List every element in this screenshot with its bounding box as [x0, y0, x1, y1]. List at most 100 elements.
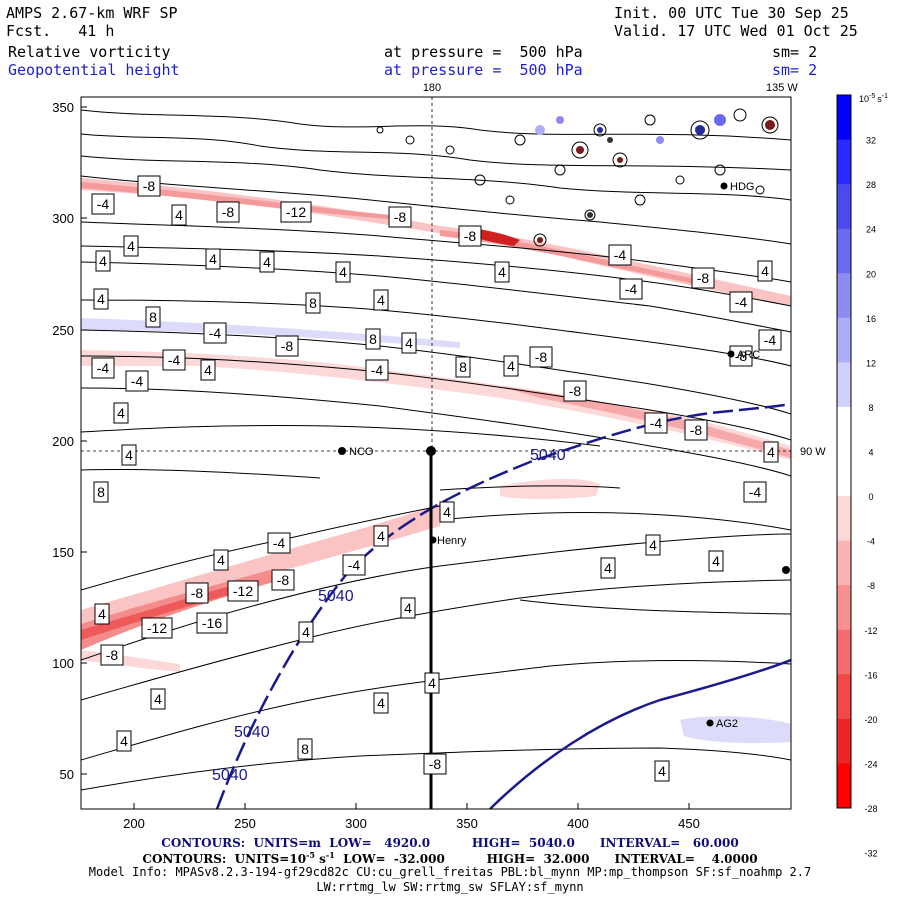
svg-text:HDG: HDG [730, 181, 754, 193]
colorbar-segment [837, 184, 851, 230]
svg-text:-8: -8 [735, 348, 748, 364]
svg-text:4: 4 [302, 624, 310, 640]
svg-text:4: 4 [339, 264, 347, 280]
x-tick-label: 350 [456, 816, 478, 831]
vorticity-label: -4 [619, 278, 643, 300]
vorticity-label: -4 [125, 370, 149, 392]
colorbar-tick-label: 12 [866, 358, 876, 368]
vorticity-label: -4 [608, 244, 632, 266]
svg-text:-12: -12 [147, 620, 167, 636]
svg-text:-8: -8 [191, 585, 204, 601]
svg-text:-8: -8 [535, 349, 548, 365]
svg-text:4: 4 [604, 560, 612, 576]
vorticity-label: 8 [455, 356, 471, 378]
vorticity-label: -16 [196, 612, 228, 634]
vorticity-labels: -8-44 -8 -12 -8-844 4 4 -4-84 4-444 8 4 -488 4-4-8-… [91, 175, 782, 782]
svg-text:NCO: NCO [349, 446, 374, 458]
forecast-hour: Fcst. 41 h [6, 22, 115, 40]
svg-text:4: 4 [377, 292, 385, 308]
model-title: AMPS 2.67-km WRF SP [6, 4, 178, 22]
vorticity-label: 4 [213, 549, 229, 571]
svg-text:4: 4 [98, 606, 106, 622]
svg-text:-8: -8 [394, 209, 407, 225]
svg-text:4: 4 [217, 552, 225, 568]
vorticity-label: 4 [757, 260, 773, 282]
svg-text:-8: -8 [429, 756, 442, 772]
vorticity-label: 4 [205, 248, 221, 270]
vorticity-label: -8 [458, 225, 482, 247]
colorbar-segment [837, 317, 851, 363]
colorbar-tick-label: -12 [864, 626, 877, 636]
colorbar-tick-label: -4 [867, 537, 875, 547]
vorticity-label: -4 [365, 359, 389, 381]
vorticity-label: -8 [216, 201, 240, 223]
field2-smooth: sm= 2 [772, 61, 818, 79]
field2-level: at pressure = 500 hPa [384, 61, 583, 79]
colorbar-segment [837, 451, 851, 497]
svg-text:-4: -4 [97, 196, 110, 212]
vorticity-label: 8 [145, 306, 161, 328]
vorticity-label: 8 [93, 481, 109, 503]
vorticity-label: -12 [280, 201, 312, 223]
vorticity-label: 4 [373, 289, 389, 311]
lon-label-180: 180 [423, 82, 441, 94]
vorticity-label: -4 [91, 357, 115, 379]
init-time: Init. 00 UTC Tue 30 Sep 25 [614, 4, 849, 22]
svg-text:-8: -8 [464, 228, 477, 244]
plot-frame [80, 96, 792, 810]
vorticity-label: -8 [563, 380, 587, 402]
colorbar-tick-label: -32 [864, 849, 877, 859]
svg-text:4: 4 [377, 528, 385, 544]
vorticity-label: -4 [162, 349, 186, 371]
colorbar-tick-label: -20 [864, 715, 877, 725]
cross-section-start [426, 446, 436, 456]
colorbar-segment [837, 496, 851, 542]
vorticity-label: -4 [203, 322, 227, 344]
x-tick-label: 300 [345, 816, 367, 831]
colorbar-tick-label: 28 [866, 180, 876, 190]
vorticity-label: 4 [113, 402, 129, 424]
svg-text:-12: -12 [233, 583, 253, 599]
x-tick-label: 200 [123, 816, 145, 831]
vorticity-label: -8 [271, 569, 295, 591]
stations: NCO Henry HDG ARC AG2 [338, 181, 790, 730]
svg-text:4: 4 [154, 691, 162, 707]
vorticity-label: -8 [388, 206, 412, 228]
svg-text:8: 8 [459, 359, 467, 375]
colorbar-segment [837, 763, 851, 809]
vorticity-label: -8 [529, 346, 553, 368]
colorbar-tick-label: 4 [868, 448, 873, 458]
vorticity-label: -4 [743, 481, 767, 503]
svg-text:-8: -8 [569, 383, 582, 399]
colorbar-tick-label: 16 [866, 314, 876, 324]
vorticity-label: 4 [171, 204, 187, 226]
colorbar-tick-label: 20 [866, 269, 876, 279]
plot-background [81, 97, 791, 809]
vorticity-label: 4 [298, 621, 314, 643]
vorticity-label: 4 [200, 359, 216, 381]
vorticity-label: 8 [305, 292, 321, 314]
colorbar-segment [837, 95, 851, 141]
vorticity-label: 4 [123, 235, 139, 257]
station-arc: ARC [727, 349, 760, 361]
vorticity-label: -4 [644, 412, 668, 434]
svg-text:-8: -8 [277, 572, 290, 588]
field1-level: at pressure = 500 hPa [384, 43, 583, 61]
y-tick-label: 50 [60, 767, 74, 782]
vorticity-label: -8 [100, 644, 124, 666]
svg-text:-4: -4 [131, 373, 144, 389]
valid-time: Valid. 17 UTC Wed 01 Oct 25 [614, 22, 858, 40]
svg-text:8: 8 [309, 295, 317, 311]
svg-text:-4: -4 [749, 484, 762, 500]
svg-text:4: 4 [209, 251, 217, 267]
station-hdg: HDG [720, 181, 754, 193]
svg-text:8: 8 [149, 309, 157, 325]
vorticity-label: -4 [342, 554, 366, 576]
svg-text:-4: -4 [614, 247, 627, 263]
vorticity-label: 4 [600, 557, 616, 579]
vorticity-label: 4 [503, 355, 519, 377]
svg-text:4: 4 [125, 447, 133, 463]
y-tick-label: 250 [52, 323, 74, 338]
svg-text:-4: -4 [273, 535, 286, 551]
